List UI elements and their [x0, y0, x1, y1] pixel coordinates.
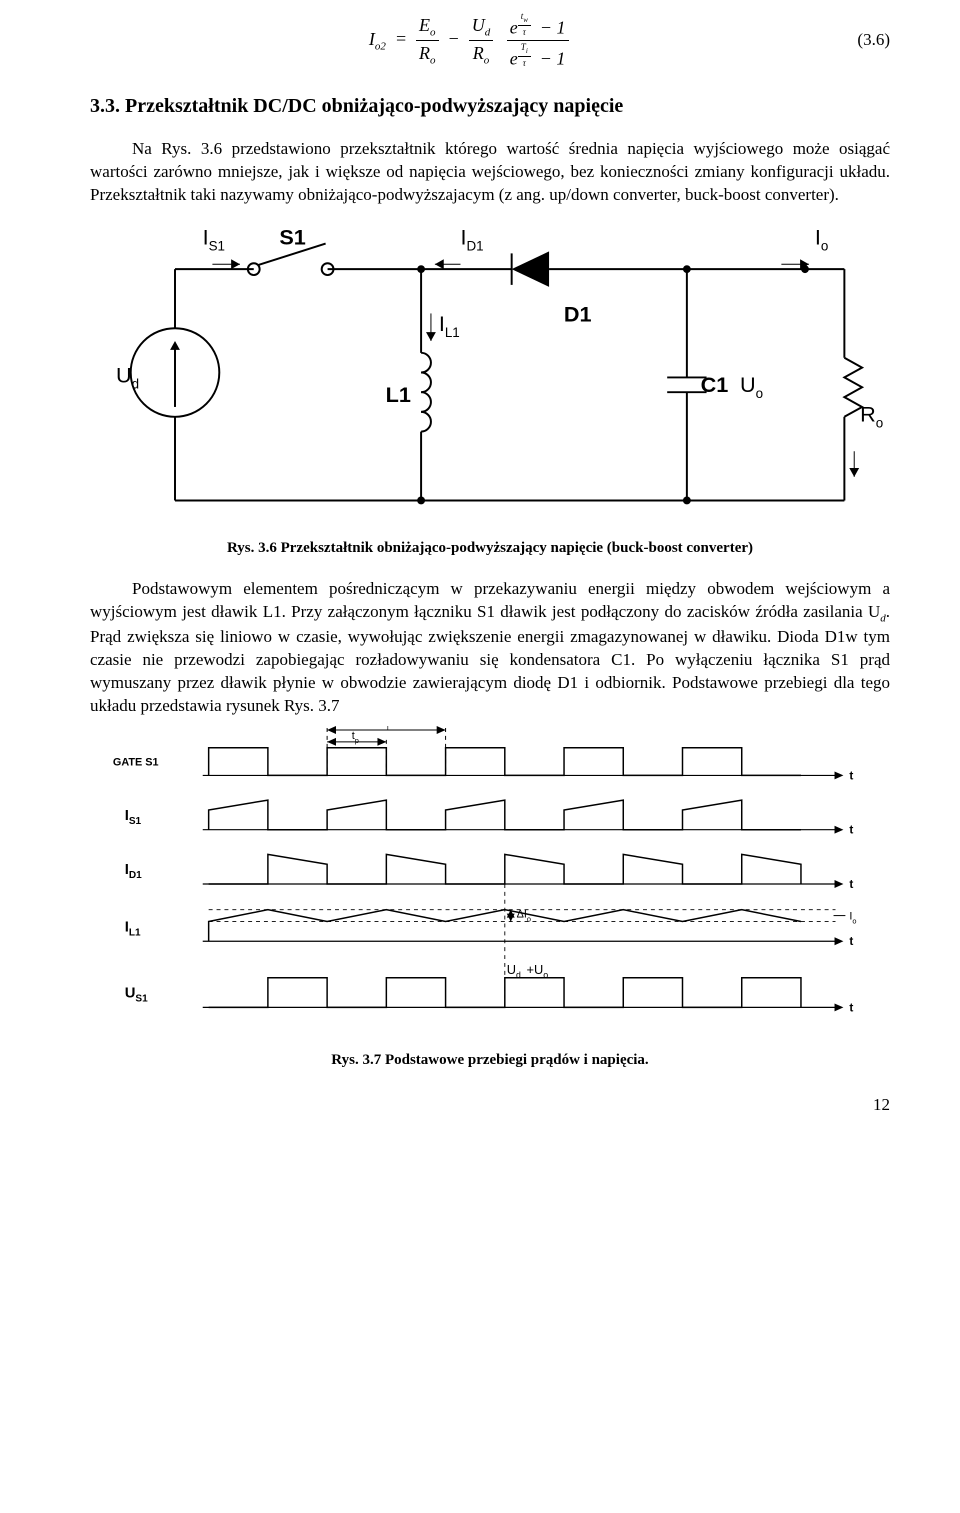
section-heading: 3.3. Przekształtnik DC/DC obniżająco-pod… — [90, 93, 890, 120]
svg-text:US1: US1 — [125, 986, 148, 1005]
svg-text:S1: S1 — [279, 224, 305, 249]
svg-text:t: t — [849, 934, 853, 948]
figure-3-6-caption: Rys. 3.6 Przekształtnik obniżająco-podwy… — [90, 538, 890, 558]
svg-text:Ud: Ud — [116, 362, 139, 391]
svg-text:t: t — [849, 877, 853, 891]
svg-text:C1: C1 — [701, 372, 729, 397]
svg-text:Io: Io — [849, 911, 856, 926]
figure-3-7-waveforms: GATE S1IS1ID1IL1US1tttttTitpΔIoIoUd +Uo — [105, 726, 875, 1042]
svg-text:GATE S1: GATE S1 — [113, 757, 159, 769]
equation-3-6: Io2 = Eo Ro − Ud Ro etwτ − 1 eTiτ − 1 (3… — [90, 10, 890, 71]
svg-text:IL1: IL1 — [439, 311, 460, 340]
paragraph-description: Podstawowym elementem pośredniczącym w p… — [90, 578, 890, 718]
svg-text:Ti: Ti — [380, 726, 389, 732]
svg-text:Uo: Uo — [740, 372, 763, 401]
svg-text:ID1: ID1 — [125, 862, 142, 881]
page-number: 12 — [90, 1094, 890, 1117]
svg-text:L1: L1 — [386, 382, 411, 407]
svg-text:D1: D1 — [564, 301, 592, 326]
svg-text:t: t — [849, 1000, 853, 1014]
svg-text:ID1: ID1 — [460, 224, 483, 253]
svg-text:IS1: IS1 — [203, 224, 225, 253]
svg-text:IS1: IS1 — [125, 808, 142, 827]
paragraph-intro: Na Rys. 3.6 przedstawiono przekształtnik… — [90, 138, 890, 207]
svg-text:t: t — [849, 768, 853, 782]
svg-text:IL1: IL1 — [125, 919, 141, 938]
figure-3-6-circuit: IS1 S1 ID1 Io Ud IL1 D1 L1 C1 Uo Ro — [95, 215, 885, 530]
svg-text:Ro: Ro — [860, 402, 883, 431]
svg-text:t: t — [849, 823, 853, 837]
svg-text:tp: tp — [352, 730, 359, 745]
figure-3-7-caption: Rys. 3.7 Podstawowe przebiegi prądów i n… — [90, 1050, 890, 1070]
equation-formula: Io2 = Eo Ro − Ud Ro etwτ − 1 eTiτ − 1 — [90, 10, 847, 71]
equation-number: (3.6) — [847, 29, 890, 52]
svg-text:Io: Io — [815, 224, 828, 253]
